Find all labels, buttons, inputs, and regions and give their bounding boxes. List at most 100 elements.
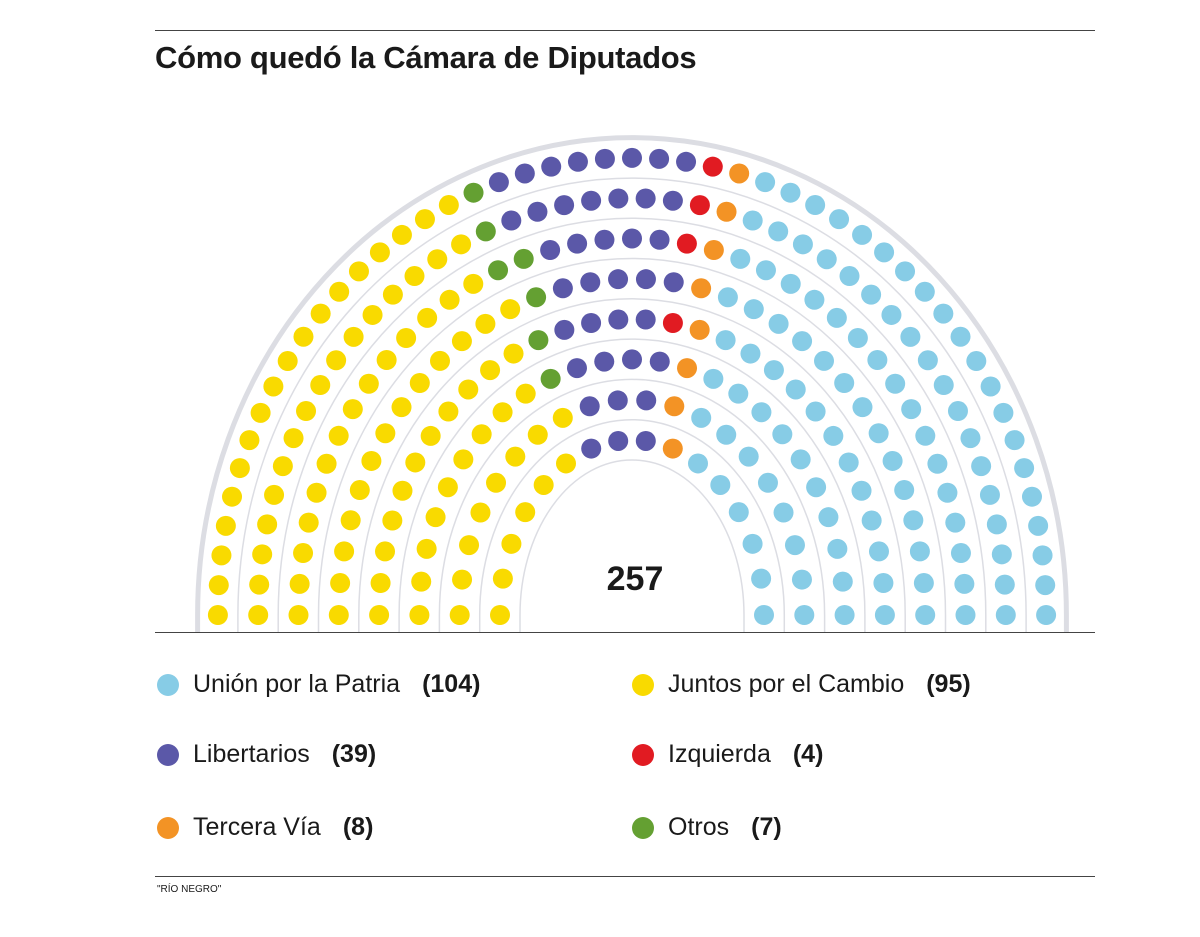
seat-uni-n-por-la-patria xyxy=(1028,515,1049,536)
seat-juntos-por-el-cambio xyxy=(248,605,269,625)
seat-uni-n-por-la-patria xyxy=(894,480,915,501)
seat-juntos-por-el-cambio xyxy=(500,299,521,320)
seat-uni-n-por-la-patria xyxy=(994,574,1015,595)
seat-izquierda xyxy=(676,233,697,254)
seat-uni-n-por-la-patria xyxy=(790,449,811,470)
legend-count: (39) xyxy=(331,740,377,768)
seat-juntos-por-el-cambio xyxy=(293,326,314,347)
row-divider-arc xyxy=(398,338,866,632)
seat-uni-n-por-la-patria xyxy=(763,360,784,381)
seat-juntos-por-el-cambio xyxy=(396,327,417,348)
seat-uni-n-por-la-patria xyxy=(874,242,895,263)
chart-title: Cómo quedó la Cámara de Diputados xyxy=(155,40,697,75)
seat-uni-n-por-la-patria xyxy=(914,281,935,302)
seat-uni-n-por-la-patria xyxy=(1035,575,1056,596)
seat-juntos-por-el-cambio xyxy=(429,350,450,371)
seat-tercera-v-a xyxy=(691,278,712,299)
seat-uni-n-por-la-patria xyxy=(955,605,976,625)
seat-uni-n-por-la-patria xyxy=(900,326,921,347)
seat-uni-n-por-la-patria xyxy=(895,261,916,282)
seat-uni-n-por-la-patria xyxy=(740,343,761,364)
seat-tercera-v-a xyxy=(677,358,698,379)
legend-item: Unión por la Patria (104) xyxy=(157,670,480,699)
seat-uni-n-por-la-patria xyxy=(1004,430,1025,451)
seat-uni-n-por-la-patria xyxy=(742,210,763,231)
seat-juntos-por-el-cambio xyxy=(306,482,327,503)
legend-count: (95) xyxy=(926,670,971,698)
seat-libertarios xyxy=(594,148,615,169)
seat-uni-n-por-la-patria xyxy=(805,195,826,216)
seat-juntos-por-el-cambio xyxy=(501,533,522,554)
seat-uni-n-por-la-patria xyxy=(971,456,992,477)
seat-uni-n-por-la-patria xyxy=(806,477,827,498)
seat-juntos-por-el-cambio xyxy=(417,307,438,328)
legend-swatch xyxy=(632,673,654,696)
seat-uni-n-por-la-patria xyxy=(804,289,825,310)
seat-juntos-por-el-cambio xyxy=(409,605,430,625)
seat-libertarios xyxy=(635,188,656,209)
seat-uni-n-por-la-patria xyxy=(792,331,813,352)
seat-uni-n-por-la-patria xyxy=(772,424,793,445)
seat-juntos-por-el-cambio xyxy=(533,474,554,495)
seat-libertarios xyxy=(554,195,575,216)
row-divider-arc xyxy=(277,217,987,632)
seat-uni-n-por-la-patria xyxy=(743,299,764,320)
seat-juntos-por-el-cambio xyxy=(437,477,458,498)
seat-uni-n-por-la-patria xyxy=(703,368,724,389)
seat-juntos-por-el-cambio xyxy=(404,266,425,287)
row-divider-arc xyxy=(358,298,906,632)
seat-uni-n-por-la-patria xyxy=(751,402,772,423)
seat-juntos-por-el-cambio xyxy=(250,402,271,423)
seat-juntos-por-el-cambio xyxy=(288,605,309,625)
seat-juntos-por-el-cambio xyxy=(329,281,350,302)
seat-juntos-por-el-cambio xyxy=(222,486,243,507)
seat-juntos-por-el-cambio xyxy=(459,535,480,556)
seat-juntos-por-el-cambio xyxy=(527,424,548,445)
seat-juntos-por-el-cambio xyxy=(369,242,390,263)
seat-uni-n-por-la-patria xyxy=(868,541,889,562)
seat-tercera-v-a xyxy=(662,438,683,459)
seat-juntos-por-el-cambio xyxy=(207,605,228,625)
seat-libertarios xyxy=(608,309,629,330)
seat-juntos-por-el-cambio xyxy=(438,195,459,216)
seat-juntos-por-el-cambio xyxy=(215,515,236,536)
seat-juntos-por-el-cambio xyxy=(505,446,526,467)
seat-libertarios xyxy=(554,319,575,340)
seat-juntos-por-el-cambio xyxy=(552,407,573,428)
legend-label: Izquierda xyxy=(668,740,771,768)
seat-juntos-por-el-cambio xyxy=(328,605,349,625)
legend-item: Izquierda (4) xyxy=(632,740,823,769)
seat-uni-n-por-la-patria xyxy=(730,248,751,269)
seat-libertarios xyxy=(527,201,548,222)
seat-uni-n-por-la-patria xyxy=(805,401,826,422)
seat-juntos-por-el-cambio xyxy=(334,541,355,562)
seat-juntos-por-el-cambio xyxy=(369,605,390,625)
seat-uni-n-por-la-patria xyxy=(909,541,930,562)
seat-libertarios xyxy=(581,312,602,333)
seat-libertarios xyxy=(488,172,509,193)
seat-uni-n-por-la-patria xyxy=(1032,545,1053,566)
seat-libertarios xyxy=(608,430,629,451)
seat-uni-n-por-la-patria xyxy=(792,234,813,255)
seat-uni-n-por-la-patria xyxy=(768,313,789,334)
seat-otros xyxy=(475,221,496,242)
seat-juntos-por-el-cambio xyxy=(330,573,351,594)
row-divider-arc xyxy=(317,257,947,632)
seat-juntos-por-el-cambio xyxy=(289,573,310,594)
seat-uni-n-por-la-patria xyxy=(966,351,987,372)
seat-uni-n-por-la-patria xyxy=(757,472,778,493)
seat-uni-n-por-la-patria xyxy=(980,376,1001,397)
seat-libertarios xyxy=(663,272,684,293)
seat-uni-n-por-la-patria xyxy=(785,379,806,400)
seat-uni-n-por-la-patria xyxy=(851,480,872,501)
seat-uni-n-por-la-patria xyxy=(979,484,1000,505)
seat-libertarios xyxy=(581,438,602,459)
seat-juntos-por-el-cambio xyxy=(451,234,472,255)
seat-juntos-por-el-cambio xyxy=(342,399,363,420)
seat-uni-n-por-la-patria xyxy=(933,375,954,396)
source-credit: "RÍO NEGRO" xyxy=(157,884,222,895)
seat-juntos-por-el-cambio xyxy=(515,383,536,404)
seat-juntos-por-el-cambio xyxy=(257,514,278,535)
seat-uni-n-por-la-patria xyxy=(814,350,835,371)
seat-uni-n-por-la-patria xyxy=(838,452,859,473)
